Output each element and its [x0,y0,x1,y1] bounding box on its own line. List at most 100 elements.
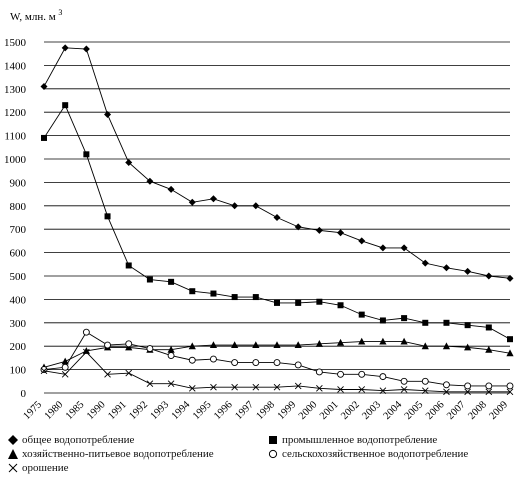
data-point [507,336,513,343]
data-point [210,355,217,363]
x-tick-label: 2008 [466,399,489,422]
series-4 [40,348,514,396]
y-tick-label: 1100 [4,131,26,143]
series-group [40,44,514,396]
data-point [400,377,408,385]
data-point [464,388,471,396]
data-point [82,328,90,336]
x-tick-label: 1995 [191,399,214,422]
data-point [464,382,472,390]
data-point [231,383,238,391]
data-point [188,198,196,206]
data-point [146,380,154,387]
data-point [485,324,492,331]
data-point [41,134,47,141]
data-point [273,214,281,221]
data-point [231,294,238,301]
data-point [442,342,451,350]
data-point [337,386,344,393]
x-tick-label: 1999 [276,399,299,422]
data-point [61,44,69,52]
data-point [443,381,450,389]
y-axis-label-superscript: 3 [58,8,62,17]
x-tick-labels: 1975198019851990199119921993199419951996… [21,399,510,422]
data-point [485,345,493,353]
data-point [358,370,366,378]
x-tick-label: 2003 [360,399,383,422]
data-point [379,373,387,381]
data-point [315,368,323,376]
x-tick-label: 2005 [403,399,426,422]
data-point [464,343,472,351]
data-point [125,159,133,167]
data-point [61,370,69,378]
data-point [62,102,69,109]
data-point [168,278,175,285]
y-tick-labels: 0 100 200 300 400 500 600 700 800 900 1000 1100 1200… [4,37,27,400]
x-tick-label: 1985 [64,399,87,422]
data-point [125,340,133,348]
x-tick-label: 1990 [85,399,108,422]
series-line [43,331,510,387]
y-tick-label: 300 [10,318,27,330]
data-point [273,383,281,391]
data-point [231,341,239,349]
data-point [442,264,450,272]
data-point [485,272,493,280]
data-point [358,337,366,345]
series-0 [40,44,514,282]
x-tick-label: 2000 [297,399,320,422]
data-point [506,274,514,282]
data-point [167,380,175,387]
data-point [421,387,429,394]
data-point [443,388,450,396]
x-tick-label: 1975 [21,399,44,422]
data-point [422,319,429,326]
data-point [83,348,90,356]
y-tick-label: 800 [10,201,27,213]
data-point [400,337,408,345]
data-point [294,223,302,231]
data-point [274,299,280,306]
data-point [83,151,90,158]
data-point [464,322,471,329]
x-tick-label: 1992 [127,399,150,422]
data-point [188,385,196,392]
x-tick-label: 1993 [149,399,172,422]
data-point [231,202,239,210]
data-point [40,366,48,374]
x-tick-label: 2002 [339,399,362,422]
y-axis-label: W, млн. м 3 [10,8,62,23]
series-3 [40,328,514,390]
data-point [146,276,153,283]
data-point [252,294,259,301]
y-tick-label: 100 [10,365,27,377]
x-tick-label: 1996 [212,399,235,422]
data-point [40,367,48,375]
data-point [337,370,344,378]
x-tick-label: 2009 [487,399,510,422]
y-tick-label: 500 [10,271,27,283]
data-point [273,359,281,367]
x-tick-label: 1980 [43,399,66,422]
data-point [421,342,429,350]
data-point [167,345,175,353]
data-point [401,315,408,322]
data-point [252,383,260,391]
x-tick-label: 2007 [445,399,468,422]
data-point [443,319,450,326]
data-point [104,370,111,378]
data-point [379,317,386,324]
data-point [400,386,408,393]
x-tick-label: 1998 [254,399,277,422]
y-tick-label: 200 [10,341,27,353]
data-point [506,382,514,390]
data-point [104,341,111,349]
series-1 [41,102,513,343]
data-point [358,311,365,318]
data-point [252,341,260,349]
data-point [82,347,90,354]
data-point [210,383,217,391]
data-point [421,377,429,385]
